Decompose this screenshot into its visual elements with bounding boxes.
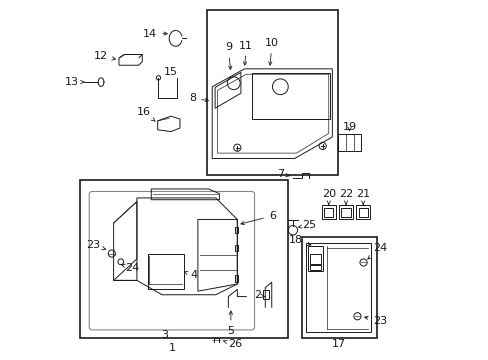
Bar xyxy=(234,275,238,282)
Text: 15: 15 xyxy=(163,67,178,77)
Text: 9: 9 xyxy=(224,42,231,69)
Text: 12: 12 xyxy=(94,51,115,61)
Text: 6: 6 xyxy=(241,211,275,225)
Text: 10: 10 xyxy=(264,38,279,65)
Bar xyxy=(358,208,367,217)
Text: 14: 14 xyxy=(143,29,167,39)
Text: 2: 2 xyxy=(254,291,264,301)
Bar xyxy=(310,254,320,264)
Text: 23: 23 xyxy=(86,240,105,250)
Text: 25: 25 xyxy=(298,220,315,230)
Text: 4: 4 xyxy=(184,270,198,280)
Text: 21: 21 xyxy=(355,189,369,204)
Text: 11: 11 xyxy=(239,41,253,65)
Text: 3: 3 xyxy=(161,330,168,340)
Bar xyxy=(310,265,320,270)
Text: 13: 13 xyxy=(64,77,84,87)
Text: 18: 18 xyxy=(288,235,310,246)
Bar xyxy=(80,180,287,338)
Bar xyxy=(341,208,350,217)
Text: 7: 7 xyxy=(276,169,289,179)
Text: 8: 8 xyxy=(188,93,208,103)
Text: 16: 16 xyxy=(136,107,155,121)
Bar xyxy=(301,237,376,338)
Text: 26: 26 xyxy=(223,339,242,349)
Bar xyxy=(324,208,333,217)
Text: 24: 24 xyxy=(122,263,140,273)
Bar xyxy=(234,245,238,251)
Text: 20: 20 xyxy=(321,189,335,204)
Text: 23: 23 xyxy=(364,316,386,325)
Text: 17: 17 xyxy=(331,339,345,349)
Text: 19: 19 xyxy=(342,122,356,132)
Text: 5: 5 xyxy=(227,311,234,336)
Text: 1: 1 xyxy=(169,343,176,353)
Bar xyxy=(206,10,337,175)
Bar xyxy=(263,289,268,298)
Text: 24: 24 xyxy=(367,243,386,259)
Bar xyxy=(234,227,238,233)
Text: 22: 22 xyxy=(338,189,352,204)
